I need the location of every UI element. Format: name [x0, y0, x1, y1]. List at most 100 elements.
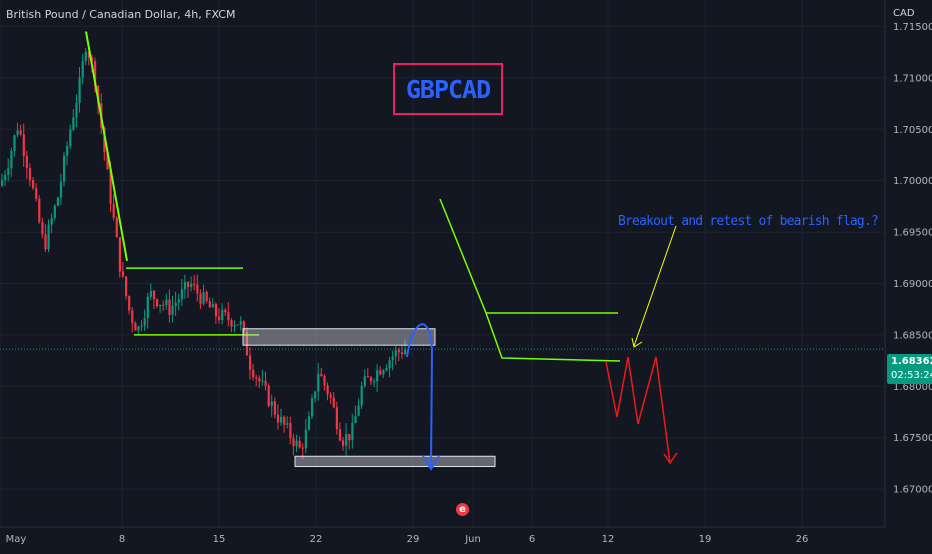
candle-body	[7, 168, 10, 175]
candle-body	[230, 320, 233, 327]
candle-body	[258, 377, 261, 382]
candle-body	[211, 304, 214, 308]
candle-body	[75, 102, 78, 118]
candle-body	[267, 385, 270, 406]
candle-body	[44, 234, 47, 250]
candle-body	[224, 309, 227, 313]
candle-body	[78, 77, 81, 103]
candle-body	[221, 309, 224, 321]
candles	[1, 47, 407, 459]
candle-body	[323, 376, 326, 386]
arrow-head-yellow	[631, 337, 643, 348]
projected-flag-upper	[439, 198, 618, 314]
candle-body	[239, 321, 242, 325]
candle-body	[4, 174, 7, 181]
candle-body	[25, 155, 28, 169]
candle-body	[128, 296, 131, 311]
candle-body	[385, 368, 388, 371]
bar-countdown: 02:53:24	[891, 370, 932, 381]
drawings	[0, 31, 885, 471]
x-tick-label: May	[6, 534, 27, 545]
y-tick-label: 1.69500	[893, 228, 932, 239]
x-tick-label: 12	[602, 534, 615, 545]
economic-event-icon[interactable]: e	[456, 503, 469, 516]
candle-body	[283, 416, 286, 425]
last-price: 1.68362	[891, 356, 932, 367]
support-zone	[294, 455, 496, 468]
candle-body	[165, 299, 168, 305]
candle-body	[280, 416, 283, 423]
candle-body	[320, 373, 323, 377]
y-tick-label: 1.67500	[893, 433, 932, 444]
candle-body	[326, 385, 329, 395]
candle-body	[348, 434, 351, 441]
y-tick-label: 1.67000	[893, 485, 932, 496]
candle-body	[32, 180, 35, 189]
candle-body	[397, 350, 400, 353]
candle-body	[366, 376, 369, 378]
x-tick-label: 15	[213, 534, 226, 545]
candle-body	[109, 169, 112, 205]
candle-body	[404, 349, 407, 355]
candle-body	[146, 296, 149, 319]
candle-body	[202, 292, 205, 304]
candle-body	[295, 440, 298, 447]
grid	[0, 0, 885, 527]
candle-body	[249, 355, 252, 370]
title-box: GBPCAD	[393, 63, 503, 115]
candle-body	[388, 360, 391, 369]
candle-body	[38, 198, 41, 223]
x-tick-label: 19	[699, 534, 712, 545]
candle-body	[342, 440, 345, 446]
candle-body	[196, 284, 199, 294]
candle-body	[162, 304, 165, 306]
candle-body	[81, 61, 84, 78]
candle-body	[118, 237, 121, 272]
candle-body	[193, 283, 196, 285]
candle-body	[391, 356, 394, 361]
candle-body	[19, 130, 22, 135]
candle-body	[376, 370, 379, 382]
candle-body	[28, 168, 32, 181]
candle-body	[208, 301, 211, 308]
candle-body	[56, 197, 59, 206]
x-tick-label: Jun	[464, 534, 481, 545]
candle-body	[335, 407, 338, 430]
bearish-zigzag-red	[605, 356, 671, 464]
arrow-head-blue	[422, 455, 440, 471]
currency-label: CAD	[893, 8, 915, 19]
candle-body	[304, 429, 307, 449]
arrow-head-red	[663, 452, 678, 465]
candle-body	[218, 316, 221, 321]
candle-body	[369, 377, 373, 382]
x-tick-label: 29	[407, 534, 420, 545]
x-tick-label: 8	[119, 534, 125, 545]
candle-body	[311, 398, 314, 417]
y-tick-label: 1.68500	[893, 330, 932, 341]
candle-body	[131, 310, 134, 324]
candle-body	[273, 401, 276, 415]
candle-body	[156, 299, 159, 307]
candle-body	[255, 377, 258, 379]
candle-body	[338, 429, 342, 441]
last-price-badge: 1.68362 02:53:24	[887, 354, 932, 384]
candle-body	[187, 281, 190, 288]
projected-flag-lower	[485, 312, 621, 362]
candle-body	[317, 373, 320, 392]
candle-body	[264, 380, 267, 386]
y-tick-label: 1.69000	[893, 279, 932, 290]
candle-body	[242, 321, 245, 332]
candle-body	[168, 299, 171, 315]
candle-body	[233, 324, 236, 327]
candle-body	[10, 151, 13, 169]
annotation-text: Breakout and retest of bearish flag.?	[618, 214, 879, 229]
candle-body	[270, 401, 273, 406]
candle-body	[84, 51, 87, 62]
candle-body	[286, 423, 289, 425]
candle-body	[276, 414, 280, 423]
candle-body	[47, 224, 50, 250]
candle-body	[301, 447, 304, 449]
candle-body	[69, 129, 72, 147]
